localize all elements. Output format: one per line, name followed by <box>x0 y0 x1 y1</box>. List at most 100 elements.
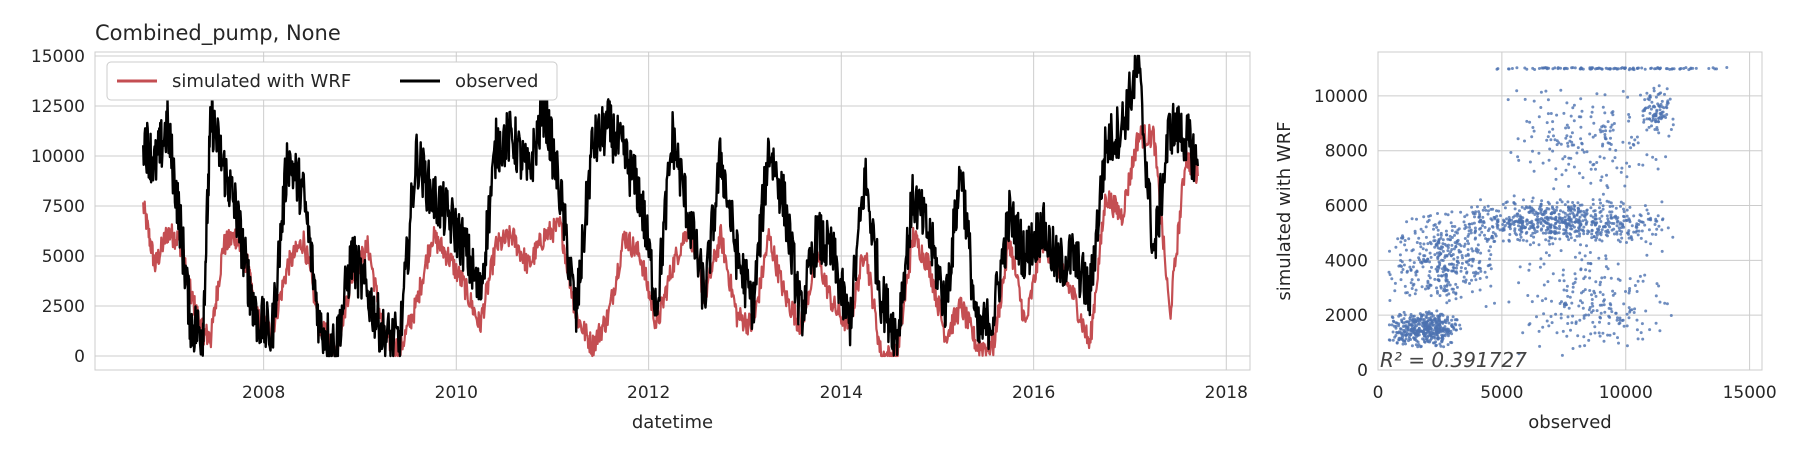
scatter-point <box>1645 153 1649 157</box>
scatter-point <box>1417 256 1421 260</box>
scatter-point <box>1563 221 1567 225</box>
scatter-point <box>1447 280 1451 284</box>
scatter-point <box>1648 117 1652 121</box>
scatter-point <box>1626 95 1630 99</box>
scatter-point <box>1431 323 1434 327</box>
scatter-point <box>1643 67 1647 71</box>
scatter-point <box>1527 227 1531 231</box>
scatter-point <box>1493 301 1496 305</box>
scatter-point <box>1541 325 1545 329</box>
scatter-point <box>1479 198 1482 202</box>
scatter-point <box>1608 333 1612 337</box>
scatter-y-tick-label: 4000 <box>1325 251 1368 271</box>
scatter-point <box>1606 120 1610 124</box>
scatter-point <box>1641 109 1645 113</box>
scatter-point <box>1589 214 1593 218</box>
scatter-point <box>1395 330 1399 334</box>
scatter-point <box>1567 207 1571 210</box>
scatter-point <box>1656 167 1660 171</box>
scatter-point <box>1403 239 1407 242</box>
scatter-point <box>1450 210 1454 214</box>
scatter-point <box>1644 106 1648 110</box>
scatter-point <box>1548 225 1552 229</box>
scatter-point <box>1528 211 1532 214</box>
scatter-point <box>1566 322 1570 325</box>
scatter-point <box>1566 144 1570 148</box>
scatter-point <box>1462 275 1466 279</box>
scatter-point <box>1391 338 1395 342</box>
scatter-point <box>1656 214 1660 218</box>
scatter-point <box>1445 301 1449 305</box>
scatter-point <box>1443 325 1447 329</box>
scatter-point <box>1415 241 1419 244</box>
scatter-point <box>1454 323 1458 327</box>
scatter-point <box>1610 111 1614 115</box>
scatter-point <box>1650 66 1653 70</box>
scatter-point <box>1613 156 1617 160</box>
scatter-point <box>1600 175 1604 179</box>
scatter-point <box>1671 117 1675 121</box>
scatter-point <box>1578 251 1582 255</box>
scatter-point <box>1426 279 1430 283</box>
simulated-series-line <box>142 123 1199 358</box>
scatter-point <box>1424 248 1428 252</box>
scatter-point <box>1420 313 1424 317</box>
scatter-point <box>1565 289 1569 293</box>
scatter-point <box>1406 327 1410 331</box>
scatter-point <box>1568 212 1572 216</box>
scatter-point <box>1412 336 1416 340</box>
scatter-point <box>1530 219 1534 223</box>
scatter-point <box>1546 112 1550 116</box>
scatter-point <box>1572 207 1576 211</box>
scatter-point <box>1473 230 1477 234</box>
scatter-point <box>1601 204 1605 208</box>
scatter-point <box>1569 236 1573 240</box>
scatter-point <box>1600 276 1604 280</box>
scatter-point <box>1612 122 1616 125</box>
scatter-point <box>1489 267 1493 271</box>
scatter-point <box>1483 270 1487 274</box>
scatter-point <box>1592 209 1596 213</box>
scatter-point <box>1427 274 1431 278</box>
timeseries-y-tick-label: 5000 <box>42 247 85 267</box>
scatter-point <box>1569 219 1573 222</box>
scatter-point <box>1528 262 1532 266</box>
scatter-point <box>1454 282 1458 286</box>
scatter-point <box>1544 251 1548 255</box>
scatter-point <box>1447 252 1451 256</box>
scatter-point <box>1402 263 1406 267</box>
scatter-point <box>1582 316 1586 320</box>
scatter-point <box>1569 328 1572 332</box>
scatter-point <box>1477 215 1481 219</box>
scatter-point <box>1473 226 1477 230</box>
scatter-point <box>1444 276 1448 280</box>
scatter-point <box>1483 233 1486 237</box>
scatter-point <box>1442 333 1446 337</box>
scatter-point <box>1464 278 1468 282</box>
scatter-point <box>1622 324 1626 328</box>
scatter-point <box>1473 215 1476 219</box>
scatter-point <box>1617 322 1621 326</box>
scatter-point <box>1566 315 1570 319</box>
scatter-point <box>1658 329 1662 333</box>
scatter-point <box>1562 279 1566 283</box>
scatter-point <box>1618 222 1622 226</box>
scatter-point <box>1639 331 1643 335</box>
scatter-point <box>1568 139 1572 143</box>
scatter-point <box>1617 226 1621 230</box>
scatter-point <box>1620 66 1624 70</box>
scatter-point <box>1466 253 1470 257</box>
scatter-point <box>1528 205 1532 209</box>
scatter-point <box>1627 236 1631 240</box>
scatter-point <box>1499 214 1502 218</box>
scatter-point <box>1405 270 1409 274</box>
scatter-point <box>1678 67 1682 71</box>
scatter-point <box>1622 225 1626 229</box>
scatter-point <box>1611 204 1615 208</box>
scatter-point <box>1549 230 1553 234</box>
scatter-point <box>1481 208 1485 212</box>
scatter-point <box>1517 224 1520 228</box>
scatter-point <box>1561 329 1565 333</box>
scatter-point <box>1548 147 1552 151</box>
scatter-point <box>1590 298 1594 301</box>
